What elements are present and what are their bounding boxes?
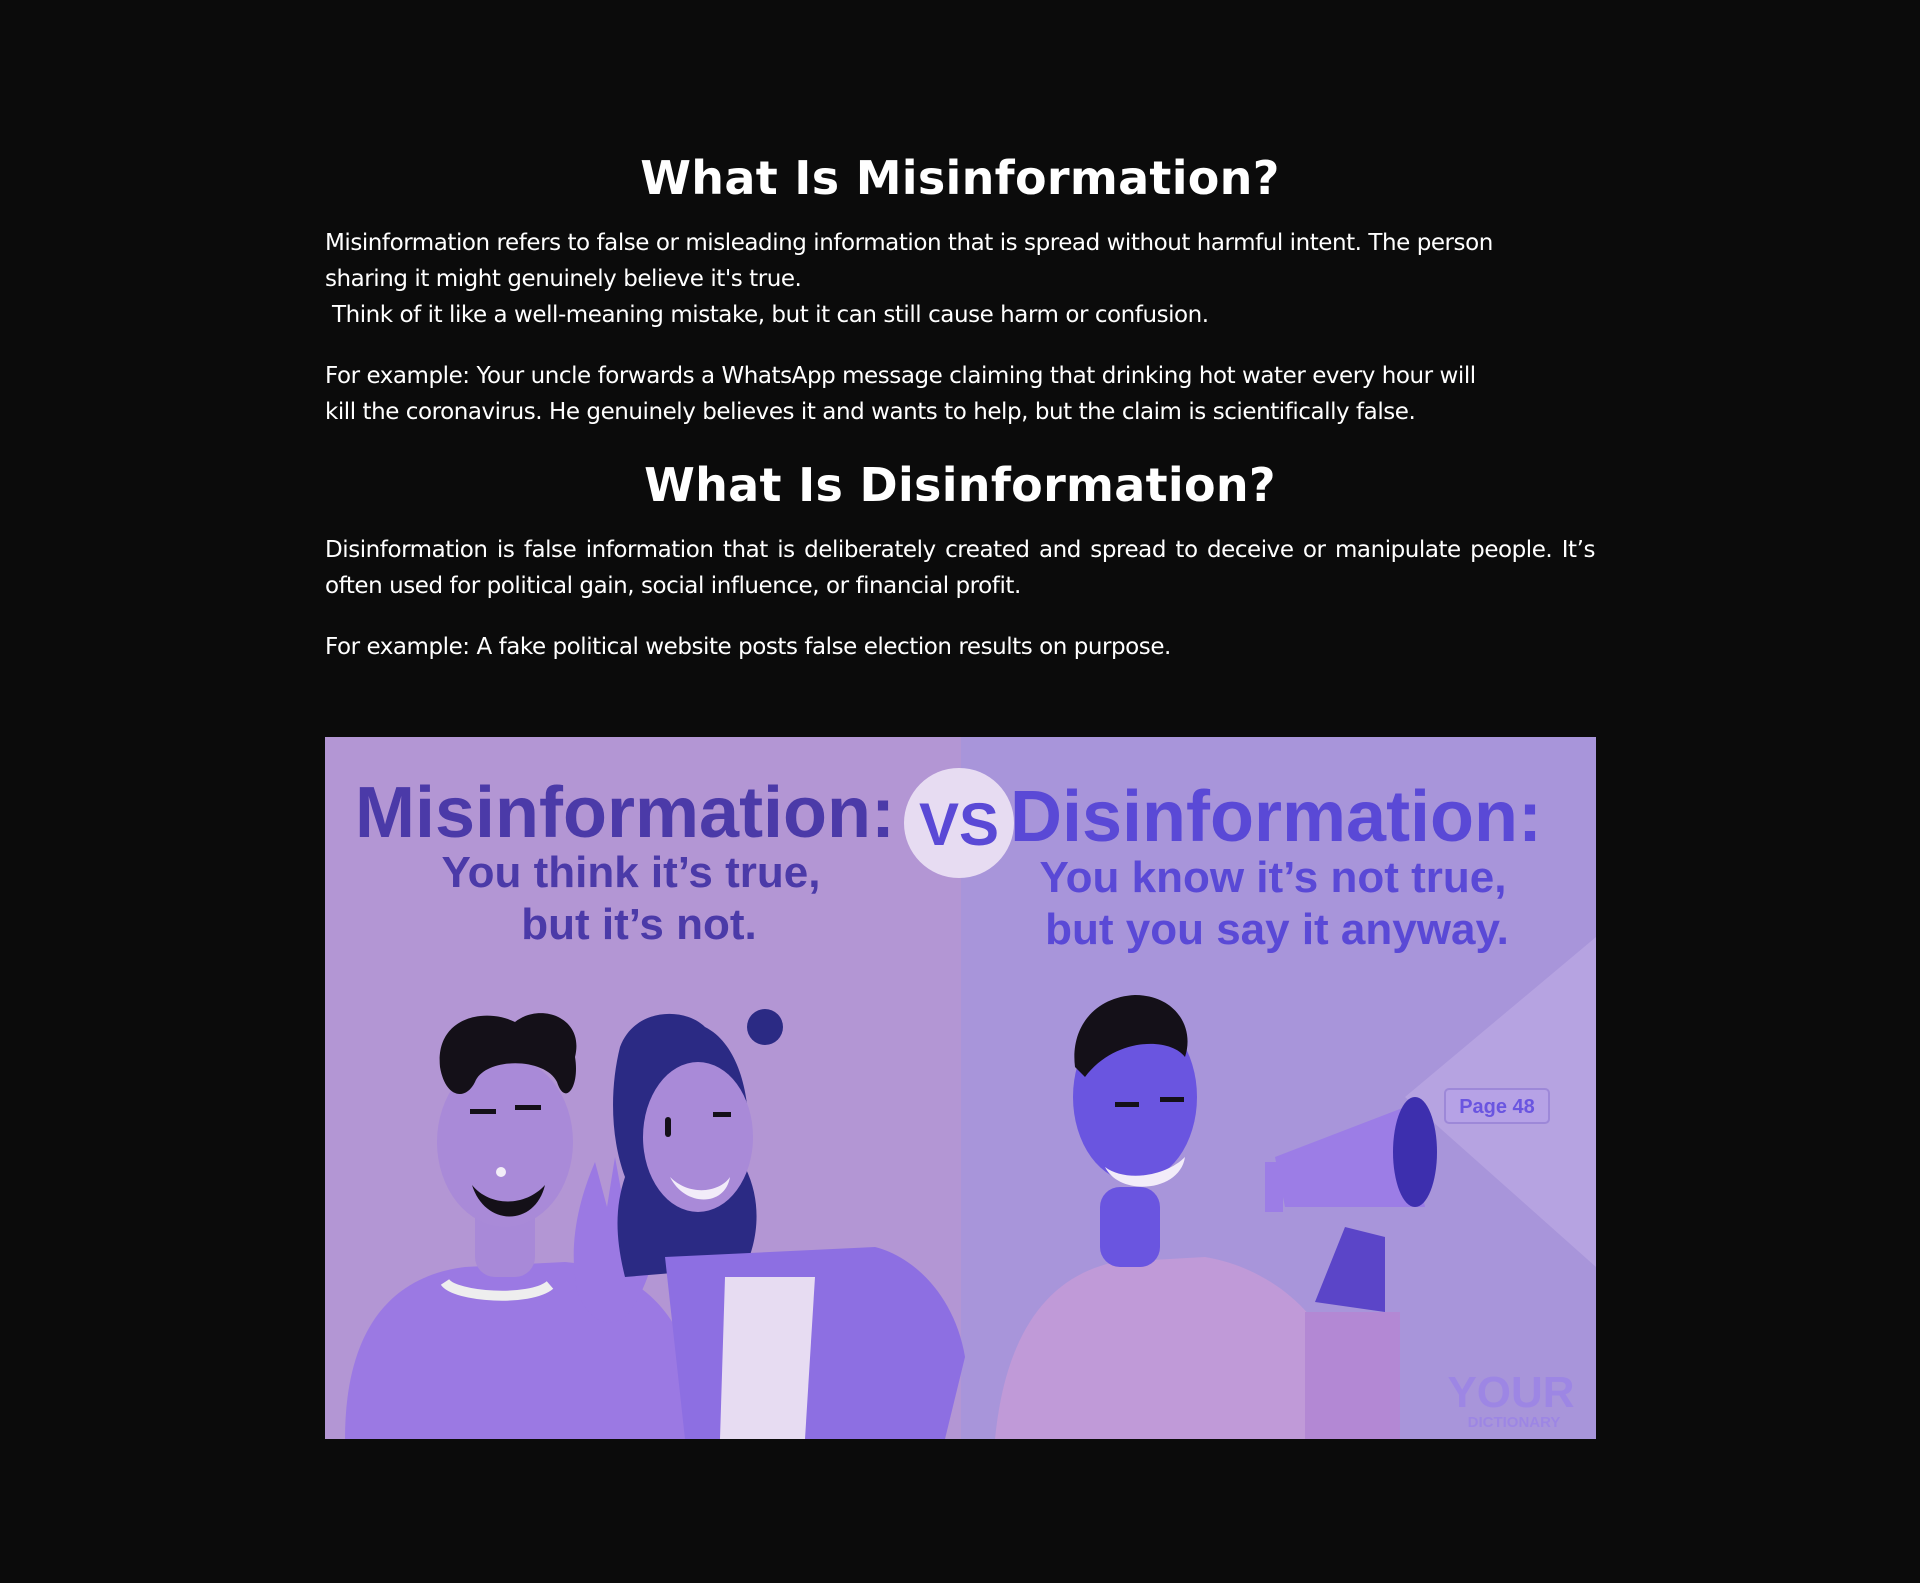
misinformation-example: For example: Your uncle forwards a Whats…: [325, 358, 1595, 430]
right-subtitle-line-2: but you say it anyway.: [1045, 905, 1509, 954]
logo-line-2: DICTIONARY: [1468, 1414, 1561, 1431]
vs-label: VS: [919, 791, 999, 858]
page-tag: Page 48: [1444, 1088, 1550, 1124]
vs-badge: VS: [904, 768, 1014, 878]
right-subtitle-line-1: You know it’s not true,: [1040, 853, 1507, 902]
page-tag-label: Page 48: [1459, 1096, 1535, 1118]
left-subtitle-line-1: You think it’s true,: [442, 848, 821, 897]
misinformation-example-line-1: For example: Your uncle forwards a Whats…: [325, 363, 1476, 389]
misinformation-example-line-2: kill the coronavirus. He genuinely belie…: [325, 399, 1416, 425]
yourdictionary-logo: YOUR DICTIONARY: [1447, 1368, 1574, 1431]
left-title: Misinformation:: [355, 773, 895, 853]
megaphone-icon: [1265, 1097, 1437, 1212]
misinformation-definition-line-3: Think of it like a well-meaning mistake,…: [332, 302, 1209, 328]
vs-circle: [904, 768, 1014, 878]
misinformation-heading: What Is Misinformation?: [640, 151, 1280, 205]
misinformation-vs-disinformation-illustration: Misinformation: You think it’s true, but…: [325, 737, 1596, 1439]
misinformation-definition-line-1: Misinformation refers to false or mislea…: [325, 230, 1493, 256]
disinformation-example: For example: A fake political website po…: [325, 634, 1171, 660]
misinformation-definition-line-2: sharing it might genuinely believe it's …: [325, 266, 802, 292]
misinformation-definition: Misinformation refers to false or mislea…: [325, 225, 1595, 333]
disinformation-definition: Disinformation is false information that…: [325, 537, 1595, 599]
logo-line-1: YOUR: [1447, 1368, 1574, 1417]
woman-whispering-figure: [613, 1009, 965, 1439]
man-with-megaphone-figure: [995, 995, 1400, 1439]
right-title: Disinformation:: [1010, 777, 1542, 857]
disinformation-heading: What Is Disinformation?: [644, 458, 1276, 512]
left-subtitle-line-2: but it’s not.: [521, 900, 756, 949]
